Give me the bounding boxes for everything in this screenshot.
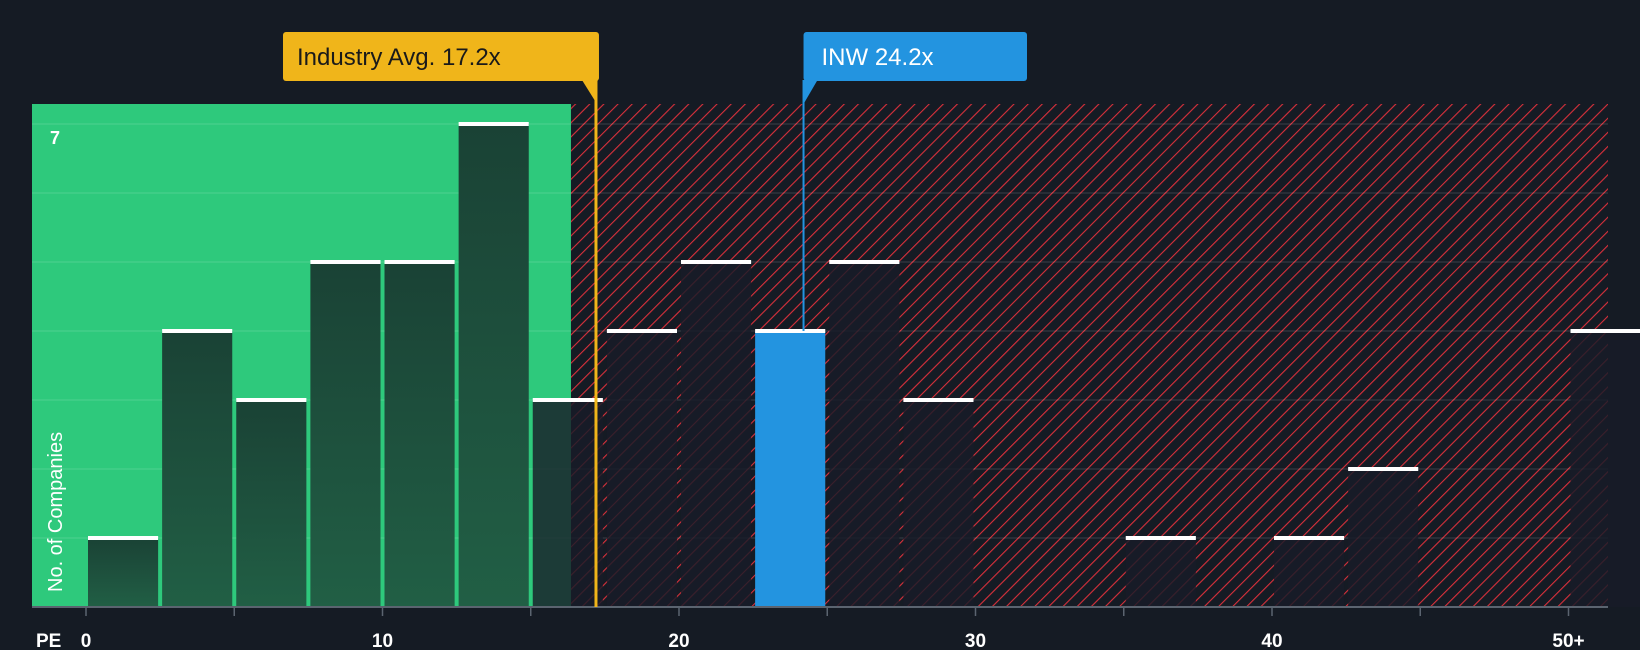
bar-top-cap (310, 260, 381, 264)
histogram-bar (1570, 331, 1640, 607)
x-tick-label: 20 (668, 631, 689, 650)
x-axis-label: PE (36, 631, 61, 650)
bar-top-cap (236, 398, 307, 402)
bar-top-cap (903, 398, 974, 402)
bar-top-cap (1274, 536, 1345, 540)
company-pe-label: INW 24.2x (822, 44, 934, 71)
histogram-bar (236, 400, 307, 607)
y-axis-label: No. of Companies (45, 432, 67, 592)
x-tick-label: 0 (81, 631, 92, 650)
bar-top-cap (1570, 329, 1640, 333)
bar-top-cap (1125, 536, 1196, 540)
histogram-bar (458, 124, 529, 607)
company-pe-callout (803, 32, 1027, 81)
industry-avg-pointer (581, 80, 597, 104)
bar-top-cap (532, 398, 603, 402)
histogram-bar (532, 400, 603, 607)
bar-top-cap (162, 329, 233, 333)
histogram-bar (606, 331, 677, 607)
bar-top-cap (755, 329, 826, 333)
histogram-bar (88, 538, 159, 607)
histogram-bar (903, 400, 974, 607)
histogram-bar (1348, 469, 1419, 607)
x-tick-label: 40 (1261, 631, 1282, 650)
histogram-bar (162, 331, 233, 607)
histogram-bar (1274, 538, 1345, 607)
x-tick-label: 30 (965, 631, 986, 650)
bar-top-cap (681, 260, 752, 264)
bar-top-cap (829, 260, 900, 264)
histogram-bar (681, 262, 752, 607)
x-tick-label: 50+ (1552, 631, 1584, 650)
industry-avg-callout (283, 32, 599, 81)
bar-top-cap (88, 536, 159, 540)
histogram-bar (310, 262, 381, 607)
bar-top-cap (384, 260, 455, 264)
x-tick-label: 10 (372, 631, 393, 650)
bar-top-cap (458, 122, 529, 126)
company-pe-pointer (803, 80, 818, 104)
histogram-bar (829, 262, 900, 607)
histogram-bar (755, 331, 826, 607)
histogram-bar (384, 262, 455, 607)
histogram-bar (1125, 538, 1196, 607)
industry-avg-label: Industry Avg. 17.2x (297, 44, 501, 71)
y-tick-label: 7 (50, 128, 60, 148)
bar-top-cap (606, 329, 677, 333)
bar-top-cap (1348, 467, 1419, 471)
